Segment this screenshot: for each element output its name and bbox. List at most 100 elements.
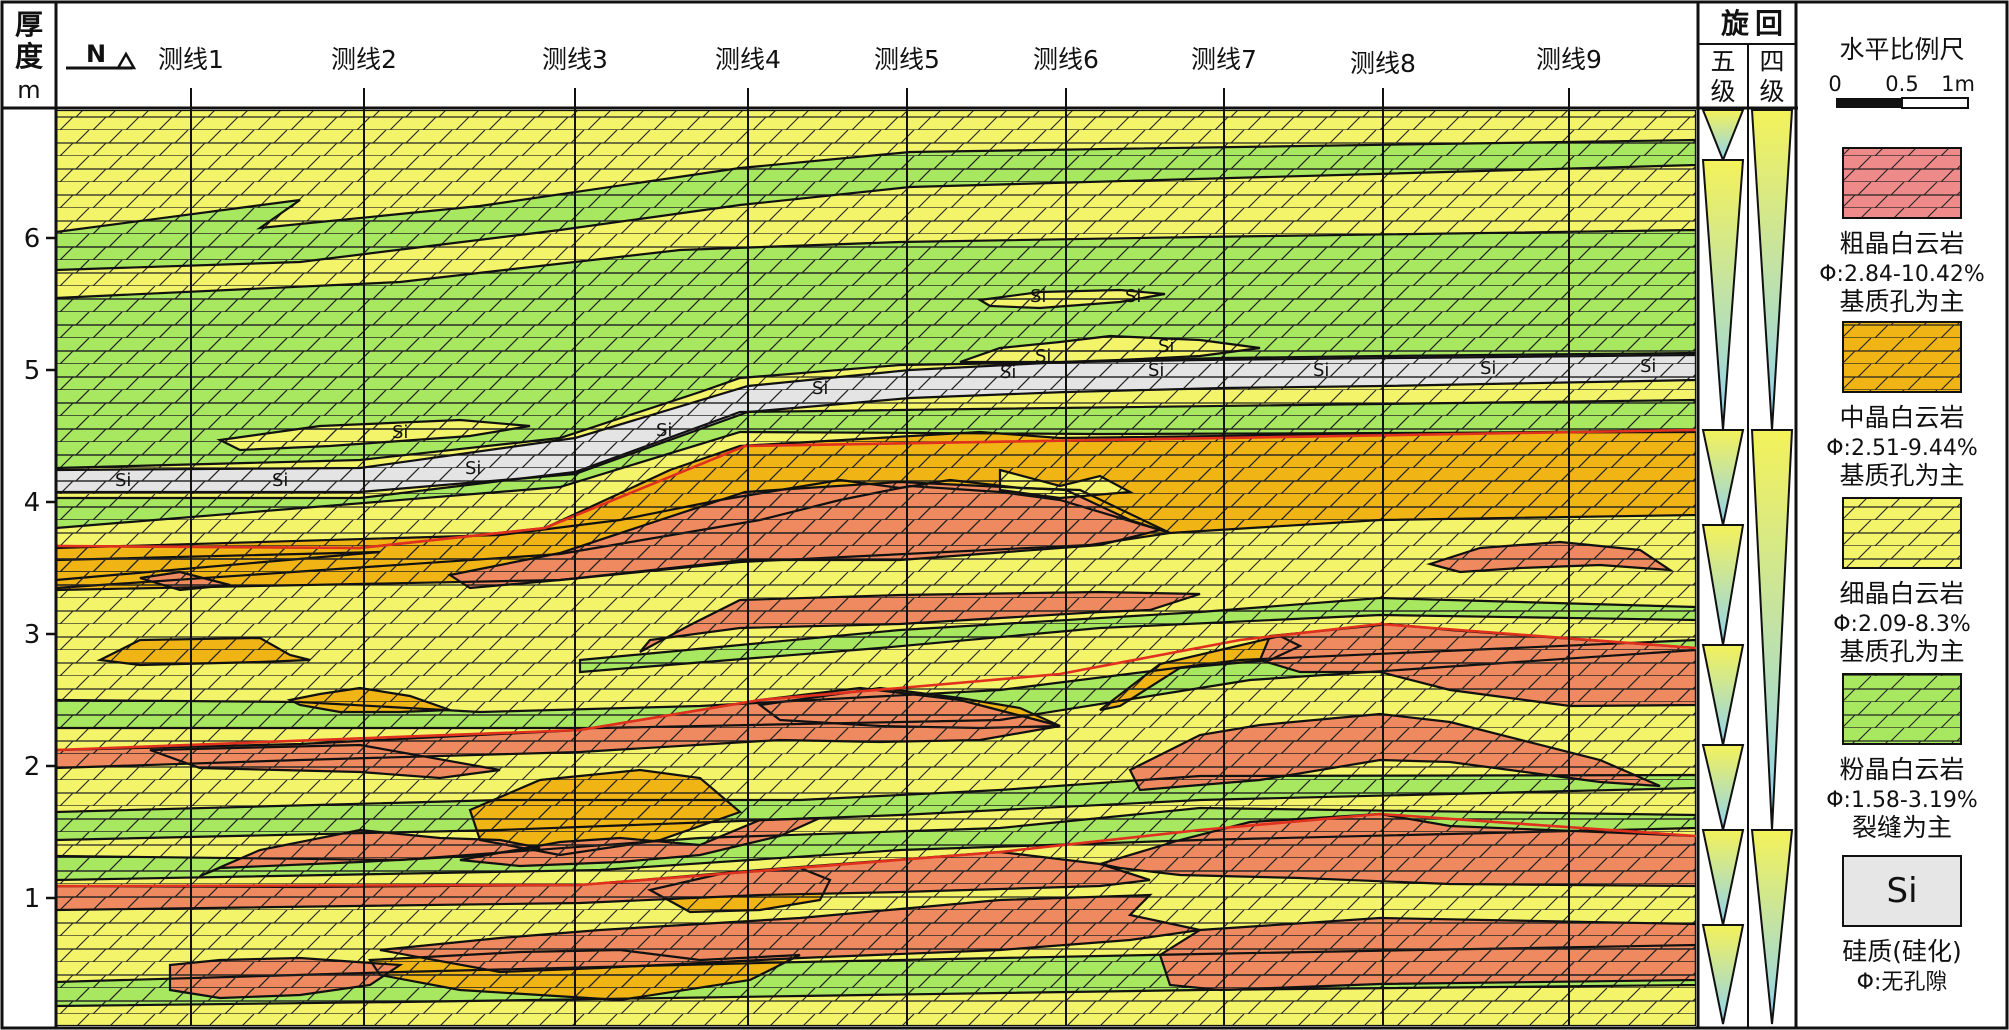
scale-label-1m: 1m — [1941, 72, 1975, 96]
legend-text: 裂缝为主 — [1852, 813, 1952, 842]
axis-tick-label: 4 — [24, 488, 41, 518]
legend-item: 细晶白云岩 Φ:2.09-8.3%基质孔为主 — [1833, 497, 1971, 666]
lithology-outline — [1128, 712, 1661, 792]
lithology-outline — [578, 596, 1696, 674]
horizontal-scale-bar: 水平比例尺 0 0.5 1m — [1828, 35, 1975, 109]
fifth-order-cycle-triangle — [1701, 109, 1745, 163]
fifth-order-cycle-triangle — [1701, 159, 1745, 431]
axis-tick-label: 1 — [24, 884, 41, 914]
silica-label: Si — [1640, 356, 1656, 377]
legend-hatch — [1842, 673, 1962, 745]
silica-label: Si — [1158, 336, 1174, 357]
legend-text: 粗晶白云岩 — [1839, 229, 1964, 258]
survey-line-label: 测线2 — [331, 45, 397, 74]
lithology-outline — [149, 743, 501, 780]
survey-line-label: 测线3 — [542, 45, 608, 74]
axis-tick-label: 5 — [24, 356, 41, 386]
legend-symbol: Si — [1886, 871, 1917, 911]
scale-label-0: 0 — [1828, 72, 1841, 96]
legend-swatch — [1842, 855, 1962, 927]
silica-labels: Si Si Si Si Si Si Si Si Si Si Si Si Si Si Si — [115, 286, 1656, 491]
silica-label: Si — [1125, 286, 1141, 307]
fourth-order-cycle-triangle — [1750, 109, 1794, 431]
lithology-outline — [1158, 916, 1696, 992]
legend-text: Φ:2.09-8.3% — [1833, 612, 1971, 637]
axis-tick-label: 6 — [24, 224, 41, 254]
lithology-outline — [976, 288, 1166, 310]
legend-item: 粉晶白云岩 Φ:1.58-3.19%裂缝为主 — [1826, 673, 1978, 842]
fifth-order-char-2: 级 — [1710, 77, 1735, 106]
legend-text: 基质孔为主 — [1839, 287, 1964, 316]
cycle-title-char-1: 旋 — [1721, 7, 1749, 40]
lithology-outline — [998, 468, 1134, 500]
silica-label: Si — [812, 378, 828, 399]
legend-text: Φ:1.58-3.19% — [1826, 788, 1978, 813]
lithology-outline — [139, 570, 231, 592]
fourth-order-char-1: 四 — [1759, 47, 1784, 76]
sequence-boundary — [56, 622, 1696, 752]
lithology-outline — [216, 418, 531, 452]
fifth-order-char-1: 五 — [1710, 47, 1735, 76]
legend-text: 硅质(硅化) — [1842, 937, 1962, 966]
lithology-outline — [459, 816, 821, 868]
lithology-outline — [639, 590, 1201, 653]
lithology-outline — [379, 893, 1201, 974]
scale-title: 水平比例尺 — [1839, 35, 1964, 64]
silica-label: Si — [272, 470, 288, 491]
legend-text: 粉晶白云岩 — [1839, 755, 1964, 784]
fifth-order-cycle-triangle — [1701, 924, 1745, 1025]
silica-label: Si — [656, 420, 672, 441]
legend-text: Φ:2.51-9.44% — [1826, 436, 1978, 461]
silica-label: Si — [1000, 362, 1016, 383]
cycle-title-char-2: 回 — [1755, 7, 1783, 40]
fifth-order-cycles — [1701, 109, 1745, 1025]
axis-tick-label: 2 — [24, 752, 41, 782]
north-label: N — [86, 40, 106, 68]
legend-text: 基质孔为主 — [1839, 637, 1964, 666]
lithology-outline — [199, 828, 541, 878]
fourth-order-cycle-triangle — [1750, 429, 1794, 831]
survey-line-verticals — [190, 88, 1570, 1026]
silica-label: Si — [1313, 360, 1329, 381]
survey-line-label: 测线8 — [1350, 49, 1416, 78]
survey-line-label: 测线7 — [1191, 45, 1257, 74]
scale-label-half: 0.5 — [1885, 72, 1918, 96]
legend-text: 基质孔为主 — [1839, 461, 1964, 490]
fifth-order-cycle-triangle — [1701, 644, 1745, 746]
silica-label: Si — [1030, 286, 1046, 307]
survey-line-label: 测线4 — [715, 45, 781, 74]
north-arrow: N — [66, 40, 137, 70]
legend-text: 中晶白云岩 — [1839, 403, 1964, 432]
cycle-header: 旋 回 五 级 四 级 — [1710, 7, 1784, 106]
axis-title-char-2: 度 — [15, 40, 43, 73]
sequence-boundary — [56, 812, 1696, 888]
survey-line-label: 测线6 — [1033, 45, 1099, 74]
axis-tick-label: 3 — [24, 620, 41, 650]
silica-label: Si — [1480, 358, 1496, 379]
legend-text: Φ:无孔隙 — [1857, 970, 1948, 995]
fourth-order-char-2: 级 — [1759, 77, 1784, 106]
lithology-outline — [1099, 812, 1696, 888]
lithology-hatching — [56, 110, 1696, 1026]
lithology-outline — [1426, 540, 1675, 574]
survey-line-label: 测线9 — [1536, 45, 1602, 74]
fourth-order-cycle-triangle — [1750, 829, 1794, 1025]
legend-hatch — [1842, 497, 1962, 569]
survey-line-labels: 测线1 测线2 测线3 测线4 测线5 测线6 测线7 测线8 测线9 — [158, 45, 1602, 78]
silica-label: Si — [1148, 360, 1164, 381]
legend-text: 细晶白云岩 — [1839, 579, 1964, 608]
fifth-order-cycle-triangle — [1701, 429, 1745, 526]
legend-hatch — [1842, 321, 1962, 393]
legend-text: Φ:2.84-10.42% — [1819, 262, 1985, 287]
survey-line-label: 测线5 — [874, 45, 940, 74]
axis-unit: m — [17, 76, 40, 104]
axis-title-char-1: 厚 — [15, 8, 43, 41]
legend-hatch — [1842, 147, 1962, 219]
fifth-order-cycle-triangle — [1701, 524, 1745, 646]
lithology-outline — [168, 956, 404, 1000]
legend-item: 中晶白云岩 Φ:2.51-9.44%基质孔为主 — [1826, 321, 1978, 490]
lithology-outline — [96, 636, 311, 667]
survey-line-label: 测线1 — [158, 45, 224, 74]
silica-label: Si — [465, 458, 481, 479]
